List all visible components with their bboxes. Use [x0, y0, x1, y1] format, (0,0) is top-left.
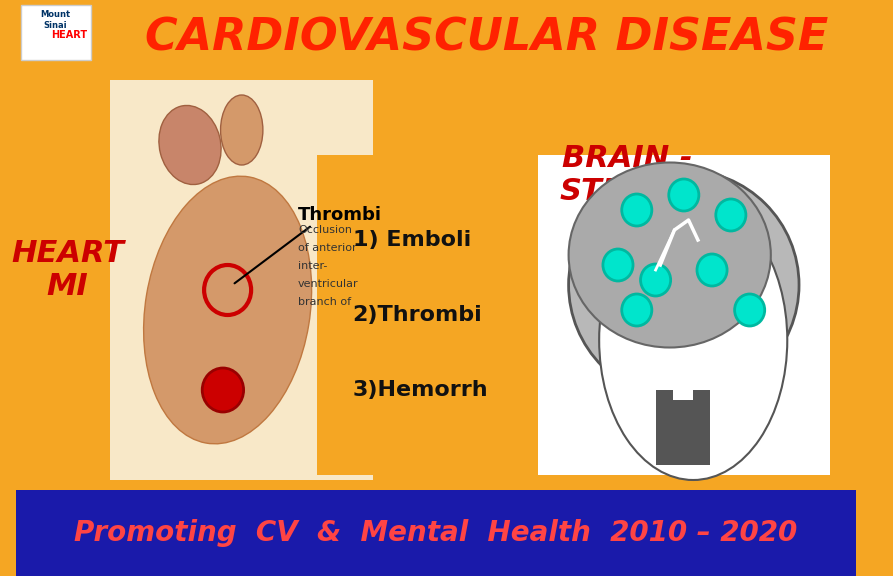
Text: Occlusion: Occlusion: [298, 225, 352, 235]
FancyBboxPatch shape: [693, 390, 710, 465]
Circle shape: [716, 199, 746, 231]
FancyBboxPatch shape: [317, 155, 524, 475]
Circle shape: [697, 254, 727, 286]
Text: Thrombi: Thrombi: [298, 206, 382, 224]
Circle shape: [622, 194, 652, 226]
Text: ventricular: ventricular: [298, 279, 359, 289]
Text: Mount
Sinai: Mount Sinai: [40, 10, 71, 30]
Text: of anterior: of anterior: [298, 243, 357, 253]
Circle shape: [622, 294, 652, 326]
Circle shape: [735, 294, 764, 326]
Text: HEART
MI: HEART MI: [12, 238, 124, 301]
Ellipse shape: [599, 200, 788, 480]
FancyBboxPatch shape: [110, 80, 373, 480]
Text: inter-: inter-: [298, 261, 328, 271]
Circle shape: [640, 264, 671, 296]
Text: branch of: branch of: [298, 297, 351, 307]
Text: Promoting  CV  &  Mental  Health  2010 – 2020: Promoting CV & Mental Health 2010 – 2020: [74, 519, 797, 547]
FancyBboxPatch shape: [16, 490, 856, 576]
Ellipse shape: [221, 95, 263, 165]
Text: 2)Thrombi: 2)Thrombi: [353, 305, 482, 325]
Text: 1) Emboli: 1) Emboli: [353, 230, 471, 250]
Ellipse shape: [159, 105, 221, 184]
Ellipse shape: [144, 176, 312, 444]
Circle shape: [603, 249, 633, 281]
Ellipse shape: [569, 162, 771, 347]
Ellipse shape: [569, 170, 799, 400]
FancyBboxPatch shape: [672, 400, 696, 465]
FancyBboxPatch shape: [655, 390, 672, 465]
Text: 3)Hemorrh: 3)Hemorrh: [353, 380, 488, 400]
Circle shape: [202, 368, 244, 412]
Text: BRAIN -
STROKE: BRAIN - STROKE: [559, 143, 696, 206]
FancyBboxPatch shape: [538, 155, 830, 475]
Text: HEART: HEART: [52, 30, 88, 40]
FancyBboxPatch shape: [21, 5, 91, 60]
Circle shape: [669, 179, 699, 211]
Text: CARDIOVASCULAR DISEASE: CARDIOVASCULAR DISEASE: [145, 17, 828, 59]
